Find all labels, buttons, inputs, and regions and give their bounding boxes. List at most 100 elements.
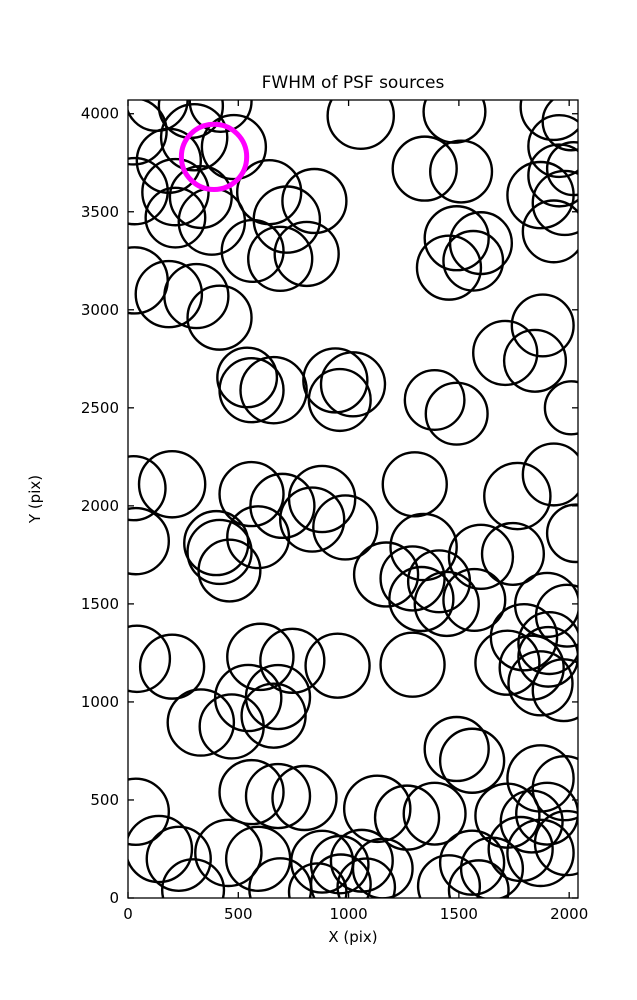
psf-source-circle: [527, 143, 578, 208]
psf-source-circle: [531, 169, 578, 237]
psf-source-circle: [442, 229, 505, 292]
psf-source-circle: [168, 164, 233, 230]
psf-source-circle: [489, 602, 559, 672]
psf-source-circle: [517, 611, 578, 676]
psf-source-circle: [480, 521, 546, 586]
highlighted-psf-circle-group: [178, 121, 250, 193]
psf-source-circle: [218, 758, 285, 826]
psf-source-circle: [159, 102, 229, 172]
psf-source-circle: [403, 369, 466, 431]
psf-source-circle: [527, 114, 578, 179]
psf-source-circle: [240, 682, 307, 749]
psf-source-circle: [438, 829, 506, 896]
psf-source-circle: [545, 503, 578, 564]
psf-source-circle: [186, 518, 253, 586]
x-tick-label: 0: [123, 905, 133, 923]
psf-source-circle: [138, 633, 206, 700]
psf-source-circle: [312, 494, 379, 561]
psf-source-circle: [507, 650, 574, 717]
psf-source-circle: [521, 442, 578, 507]
psf-source-circle: [499, 789, 564, 854]
x-tick-label: 500: [224, 905, 253, 923]
y-tick-label: 0: [109, 889, 119, 907]
psf-source-circle: [137, 450, 207, 519]
psf-source-circle: [416, 854, 482, 898]
psf-source-circle: [531, 755, 578, 822]
psf-source-circle: [423, 205, 490, 272]
y-axis-ticks-group: 0 500 1000 1500 2000 2500 3000 3500 4000: [81, 105, 578, 907]
psf-source-circle: [273, 220, 340, 288]
y-tick-label: 2500: [81, 399, 119, 417]
y-tick-label: 3000: [81, 301, 119, 319]
psf-source-circle: [145, 825, 212, 892]
psf-source-circle: [336, 857, 397, 898]
psf-circles-group: [128, 100, 578, 898]
y-axis-label: Y (pix): [26, 475, 44, 524]
highlighted-psf-source-circle: [178, 121, 250, 193]
psf-source-circle: [279, 486, 346, 553]
x-tick-label: 1500: [440, 905, 478, 923]
psf-source-circle: [218, 356, 285, 424]
psf-source-circle: [271, 764, 338, 832]
psf-source-circle: [487, 815, 554, 883]
x-tick-label: 1000: [329, 905, 367, 923]
psf-source-circle: [422, 100, 487, 144]
psf-source-circle: [183, 509, 250, 577]
psf-source-circle: [226, 622, 295, 692]
psf-source-circle: [160, 858, 226, 898]
psf-source-circle: [128, 156, 169, 226]
psf-source-circle: [438, 727, 506, 794]
psf-source-circle: [144, 186, 207, 249]
y-tick-label: 3500: [81, 203, 119, 221]
y-tick-label: 2000: [81, 497, 119, 515]
psf-source-circle: [281, 167, 348, 235]
psf-source-circle: [415, 234, 483, 301]
psf-source-circle: [186, 284, 253, 351]
psf-source-circle: [287, 862, 348, 898]
psf-source-circle: [413, 570, 480, 638]
psf-source-circle: [474, 629, 541, 696]
psf-source-circle: [498, 634, 565, 701]
psf-source-circle: [248, 857, 313, 898]
psf-source-circle: [521, 199, 578, 264]
psf-source-circle: [128, 100, 168, 166]
psf-source-circle: [472, 319, 539, 387]
psf-source-circle: [506, 160, 575, 230]
x-axis-label: X (pix): [328, 928, 377, 946]
psf-source-circle: [447, 859, 510, 898]
psf-source-circle: [128, 506, 171, 576]
psf-source-circle: [352, 541, 420, 608]
psf-source-circle: [423, 715, 490, 783]
psf-source-circle: [166, 688, 236, 757]
psf-source-circle: [506, 744, 575, 813]
psf-source-circle: [259, 627, 326, 694]
psf-source-circle: [319, 351, 387, 418]
psf-source-circle: [502, 328, 568, 393]
psf-source-circle: [510, 293, 575, 358]
psf-source-circle: [163, 262, 230, 330]
y-tick-label: 1500: [81, 595, 119, 613]
psf-source-circle: [531, 658, 578, 723]
x-axis-ticks-group: 0 500 1000 1500 2000: [123, 100, 588, 923]
psf-source-circle: [543, 380, 578, 436]
psf-source-circle: [459, 836, 525, 898]
psf-source-circle: [533, 809, 578, 877]
psf-source-circle: [128, 777, 171, 847]
y-tick-label: 4000: [81, 105, 119, 123]
psf-source-circle: [506, 818, 575, 888]
psf-source-circle: [351, 837, 414, 898]
psf-source-circle: [247, 225, 314, 293]
psf-source-circle: [188, 100, 253, 134]
y-tick-label: 500: [90, 791, 119, 809]
psf-source-circle: [134, 259, 204, 329]
psf-source-circle: [304, 632, 371, 699]
psf-source-circle: [198, 693, 265, 760]
psf-source-circle: [379, 631, 446, 698]
psf-source-circle: [329, 828, 394, 893]
chart-title: FWHM of PSF sources: [262, 73, 445, 93]
psf-source-circle: [447, 523, 515, 591]
psf-source-circle: [226, 505, 291, 570]
psf-source-circle: [128, 814, 194, 884]
